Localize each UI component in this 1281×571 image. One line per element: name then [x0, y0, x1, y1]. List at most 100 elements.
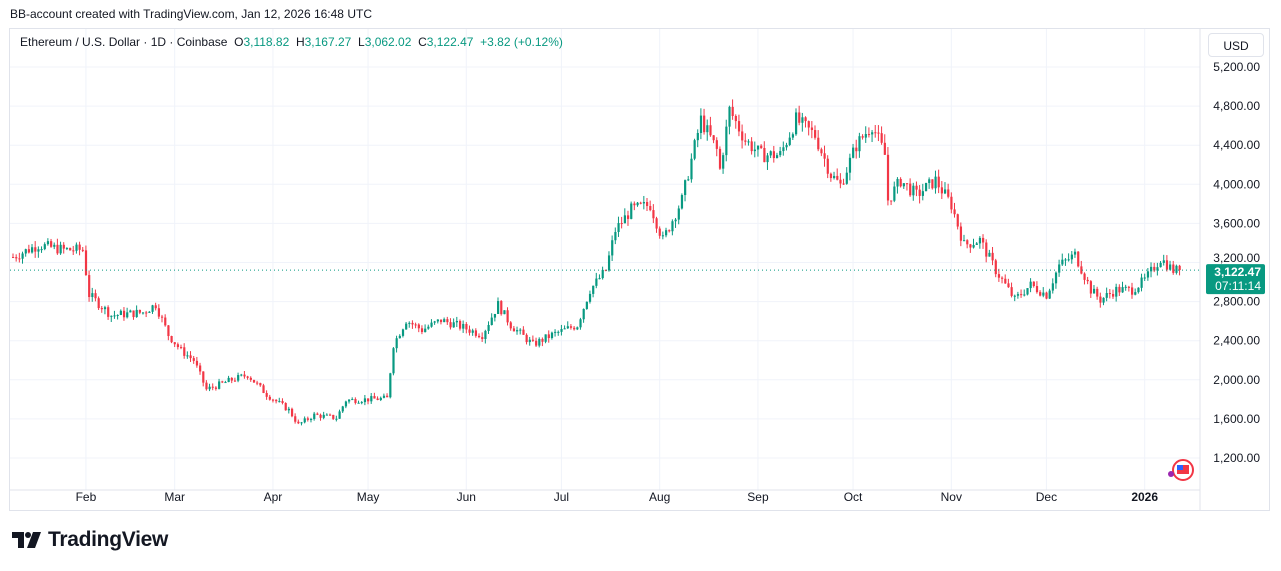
candle-body: [829, 173, 833, 179]
us-flag-canton: [1177, 465, 1183, 470]
candle-body: [107, 307, 110, 317]
candle-body: [154, 305, 157, 309]
candle-body: [27, 249, 31, 253]
tradingview-logo[interactable]: TradingView: [12, 528, 168, 552]
candle-body: [966, 240, 969, 245]
candle-body: [706, 125, 709, 133]
currency-button[interactable]: USD: [1208, 33, 1264, 57]
candle-body: [538, 338, 541, 346]
candle-body: [354, 399, 357, 403]
candle-body: [1029, 281, 1032, 289]
candle-body: [649, 206, 652, 211]
candle-body: [40, 249, 43, 251]
candle-body: [221, 381, 224, 383]
candle-body: [1118, 286, 1121, 293]
x-tick-label: Dec: [1036, 490, 1057, 504]
candle-body: [313, 413, 316, 420]
candle-body: [817, 137, 820, 150]
candle-body: [715, 140, 718, 149]
candle-body: [252, 379, 256, 383]
candle-body: [294, 416, 297, 422]
candle-body: [804, 117, 807, 122]
candle-body: [953, 209, 956, 215]
candle-body: [731, 106, 734, 116]
candle-body: [1169, 264, 1172, 270]
candle-body: [658, 228, 661, 236]
candle-body: [655, 218, 658, 229]
candle-body: [896, 178, 899, 187]
candle-body: [389, 373, 392, 398]
candle-body: [867, 134, 871, 136]
candle-body: [598, 278, 601, 280]
candle-body: [528, 339, 531, 343]
candle-body: [985, 242, 988, 257]
candle-body: [696, 132, 699, 141]
candle-body: [135, 309, 138, 318]
candle-body: [1089, 281, 1092, 294]
y-tick-label: 2,400.00: [1213, 334, 1260, 348]
candle-body: [341, 406, 344, 412]
candle-body: [680, 195, 684, 209]
candle-body: [1067, 259, 1070, 261]
candle-body: [392, 348, 395, 374]
chart-frame[interactable]: [9, 28, 1270, 511]
candle-body: [103, 307, 107, 310]
candle-body: [554, 331, 557, 333]
candle-body: [601, 269, 604, 279]
candle-body: [1143, 277, 1146, 279]
candle-body: [753, 149, 756, 152]
candle-body: [982, 237, 985, 243]
candle-body: [1162, 260, 1165, 263]
candle-body: [446, 319, 449, 323]
candle-body: [367, 398, 370, 402]
candle-body: [1146, 271, 1150, 278]
candle-body: [928, 179, 931, 183]
candle-body: [414, 324, 417, 326]
candle-body: [398, 335, 401, 339]
candle-body: [912, 185, 915, 196]
candle-body: [243, 374, 246, 377]
candle-body: [604, 269, 607, 271]
candle-body: [411, 322, 414, 325]
candle-body: [1035, 286, 1039, 293]
candle-body: [306, 418, 310, 420]
candle-body: [671, 221, 674, 232]
candle-body: [1099, 296, 1102, 303]
candle-body: [1023, 294, 1026, 296]
candle-body: [684, 180, 687, 196]
candle-body: [1159, 262, 1162, 268]
candle-body: [750, 141, 753, 152]
candle-body: [12, 257, 15, 259]
candle-body: [81, 249, 84, 251]
candle-body: [994, 260, 997, 275]
candle-body: [772, 151, 775, 159]
candle-body: [1026, 288, 1029, 295]
candle-body: [287, 408, 290, 411]
candle-body: [890, 200, 893, 202]
candle-body: [785, 144, 788, 148]
candle-body: [661, 235, 665, 237]
candle-body: [652, 210, 655, 219]
candle-body: [119, 310, 122, 315]
candle-body: [623, 215, 627, 224]
candle-body: [997, 274, 1001, 278]
candle-body: [462, 323, 465, 329]
candle-body: [1073, 251, 1077, 255]
candle-body: [852, 147, 855, 158]
candle-body: [801, 117, 804, 123]
candle-body: [180, 347, 183, 349]
candle-body: [950, 196, 953, 210]
candle-body: [718, 148, 722, 169]
candle-body: [151, 305, 154, 312]
x-tick-label: Oct: [844, 490, 863, 504]
candle-body: [271, 399, 275, 401]
candle-body: [509, 322, 512, 329]
candle-body: [1131, 287, 1134, 295]
symbol-title[interactable]: Ethereum / U.S. Dollar · 1D · Coinbase: [20, 35, 228, 49]
candle-body: [417, 324, 420, 329]
x-tick-label: May: [357, 490, 380, 504]
candle-body: [972, 244, 975, 248]
candle-body: [845, 172, 848, 184]
candle-body: [956, 214, 959, 227]
